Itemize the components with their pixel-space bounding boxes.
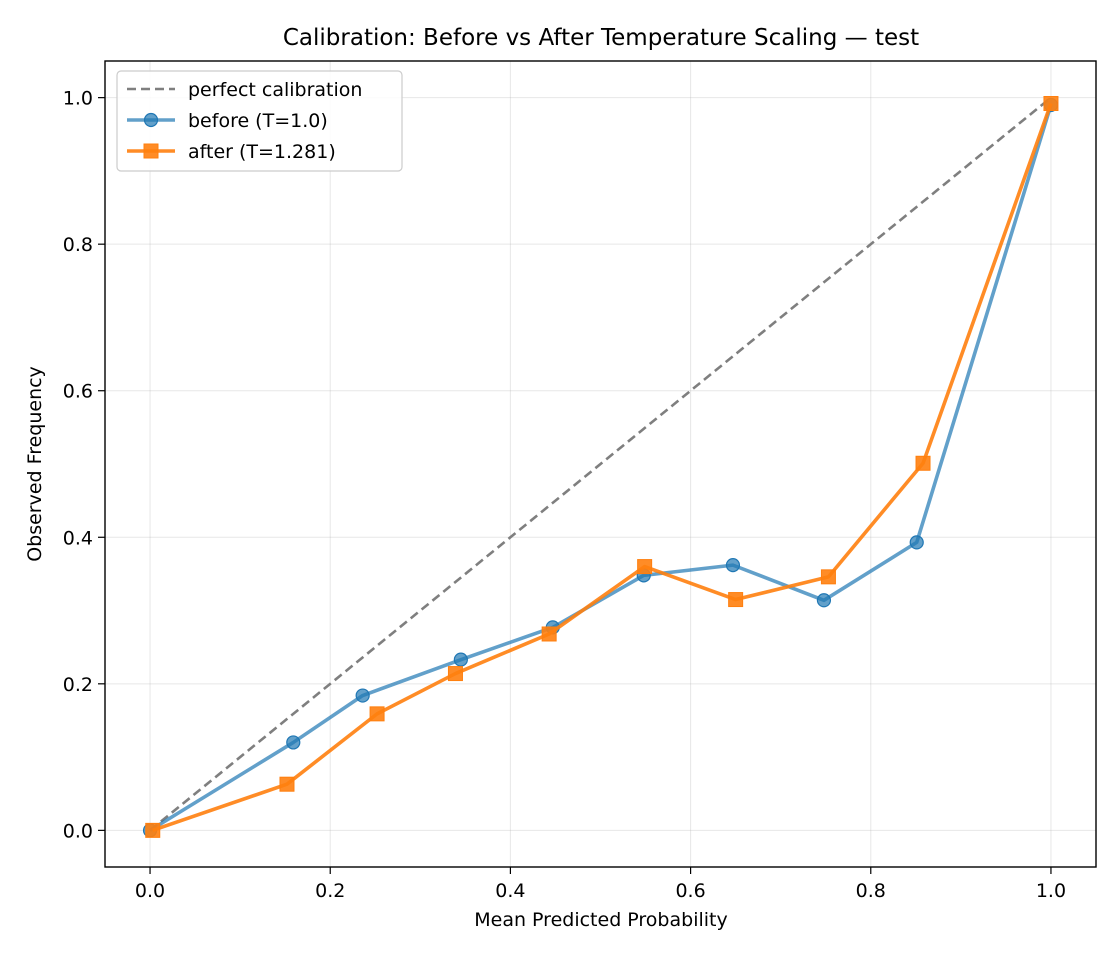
- legend-swatch-marker: [143, 112, 159, 128]
- series-layer: [142, 95, 1059, 838]
- data-point: [447, 666, 463, 682]
- data-point: [915, 455, 931, 471]
- data-point: [541, 626, 557, 642]
- data-point: [816, 593, 832, 608]
- series-2: [145, 95, 1059, 838]
- data-point: [369, 706, 385, 722]
- y-tick-label: 0.2: [63, 674, 93, 696]
- x-axis-label: Mean Predicted Probability: [474, 909, 727, 931]
- data-point: [145, 822, 161, 838]
- legend-box: [116, 70, 403, 172]
- axis-layer: 0.0 0.2 0.4 0.6 0.8 1.0 0.0 0.2 0.4 0.6 0.8 1.0: [63, 88, 1066, 902]
- x-tick-label: 0.4: [495, 880, 525, 902]
- series-line: [152, 102, 1053, 833]
- series-0: [149, 96, 1052, 832]
- data-point: [279, 776, 295, 792]
- data-point: [355, 688, 370, 703]
- legend-label: before (T=1.0): [188, 110, 328, 132]
- legend-swatch-marker: [143, 143, 159, 159]
- data-point: [637, 559, 653, 575]
- y-tick-label: 1.0: [63, 88, 93, 110]
- chart-title: Calibration: Before vs After Temperature…: [283, 25, 919, 51]
- y-tick-label: 0.8: [63, 234, 93, 256]
- data-point: [725, 558, 741, 573]
- y-tick-label: 0.4: [63, 527, 93, 549]
- legend-entry: before (T=1.0): [127, 110, 328, 132]
- series-line: [149, 96, 1052, 832]
- data-point: [453, 652, 468, 667]
- x-tick-label: 1.0: [1036, 880, 1066, 902]
- legend-entry: after (T=1.281): [127, 141, 336, 163]
- plot-frame: [104, 60, 1097, 868]
- legend-entry: perfect calibration: [127, 79, 362, 101]
- x-tick-label: 0.8: [856, 880, 886, 902]
- x-tick-label: 0.6: [675, 880, 705, 902]
- data-point: [1043, 95, 1059, 111]
- data-point: [909, 535, 924, 550]
- y-axis-label: Observed Frequency: [24, 366, 46, 562]
- legend-label: after (T=1.281): [188, 141, 336, 163]
- y-tick-label: 0.6: [63, 381, 93, 403]
- legend-label: perfect calibration: [188, 79, 362, 101]
- legend: perfect calibration before (T=1.0) after (…: [116, 70, 403, 172]
- data-point: [286, 735, 301, 750]
- grid-layer: [105, 61, 1096, 867]
- data-point: [820, 569, 836, 585]
- x-tick-label: 0.0: [135, 880, 165, 902]
- x-tick-label: 0.2: [315, 880, 345, 902]
- y-tick-label: 0.0: [63, 820, 93, 842]
- data-point: [728, 592, 744, 608]
